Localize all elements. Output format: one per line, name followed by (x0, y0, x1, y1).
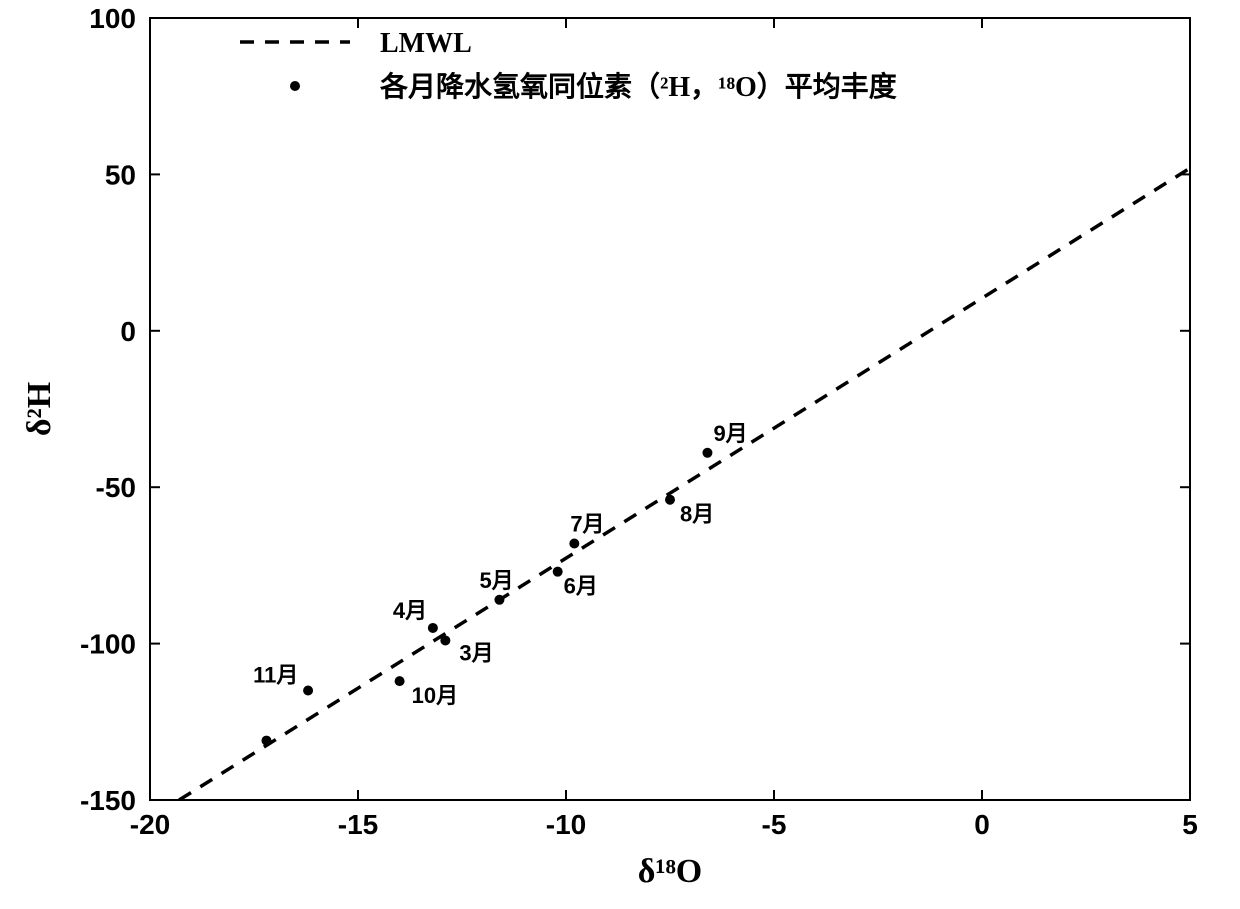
legend-label-scatter: 各月降水氢氧同位素（²H，¹⁸O）平均丰度 (379, 70, 897, 103)
x-axis-label: δ¹⁸O (638, 853, 702, 890)
lmwl-line (179, 168, 1190, 800)
y-tick-label: 100 (89, 3, 136, 34)
legend-label-lmwl: LMWL (380, 28, 472, 59)
y-tick-label: -50 (96, 472, 136, 503)
data-point-label: 10月 (412, 683, 458, 708)
data-point-label: 3月 (459, 640, 493, 665)
x-tick-label: -10 (546, 809, 586, 840)
plot-frame (150, 18, 1190, 800)
y-axis-label: δ²H (21, 382, 58, 436)
data-point (494, 595, 504, 605)
data-point-label: 6月 (564, 574, 598, 599)
y-tick-label: -150 (80, 785, 136, 816)
x-tick-label: 0 (974, 809, 990, 840)
data-point-label: 8月 (680, 502, 714, 527)
data-point-label: 11月 (253, 663, 298, 688)
data-point (395, 676, 405, 686)
data-point-label: 5月 (479, 568, 513, 593)
data-point (303, 686, 313, 696)
data-point (440, 635, 450, 645)
x-tick-label: -5 (762, 809, 787, 840)
y-tick-label: -100 (80, 629, 136, 660)
data-point-label: 4月 (393, 598, 427, 623)
isotope-scatter-chart: -20-15-10-505-150-100-50050100δ¹⁸Oδ²H3月4… (0, 0, 1240, 909)
legend-dot-swatch (290, 81, 300, 91)
data-point (569, 539, 579, 549)
data-point (428, 623, 438, 633)
data-point-label: 9月 (713, 421, 747, 446)
y-tick-label: 0 (120, 316, 136, 347)
data-point-label: 7月 (570, 512, 604, 537)
x-tick-label: 5 (1182, 809, 1198, 840)
data-point (665, 495, 675, 505)
y-tick-label: 50 (105, 159, 136, 190)
x-tick-label: -15 (338, 809, 378, 840)
data-point (702, 448, 712, 458)
data-point (553, 567, 563, 577)
data-point (261, 736, 271, 746)
